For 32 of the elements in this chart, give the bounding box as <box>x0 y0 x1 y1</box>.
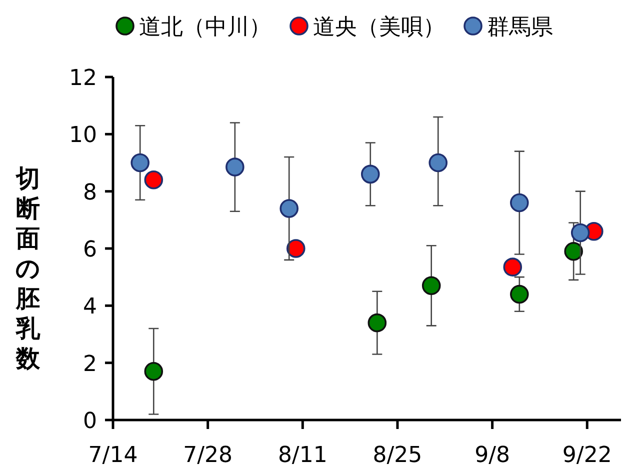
legend-label: 道北（中川） <box>139 15 271 40</box>
point <box>286 239 306 258</box>
ylabel: 切断面の胚乳数 <box>16 164 40 372</box>
point <box>368 313 387 332</box>
x-tick-label: 9/22 <box>562 443 612 468</box>
y-tick-label: 12 <box>69 66 97 91</box>
point <box>510 193 529 212</box>
point <box>280 199 299 218</box>
x-tick-label: 8/11 <box>278 443 328 468</box>
legend-label: 群馬県 <box>487 15 553 40</box>
y-tick-label: 2 <box>83 352 97 377</box>
point <box>510 284 529 304</box>
x-tick-label: 9/8 <box>474 443 510 468</box>
point <box>428 153 448 172</box>
x-tick-label: 8/25 <box>372 443 422 468</box>
point <box>144 362 164 381</box>
y-tick-label: 6 <box>83 238 97 262</box>
point <box>130 153 150 172</box>
legend-label: 道央（美唄） <box>313 15 445 40</box>
point <box>570 223 590 242</box>
y-tick-label: 4 <box>83 294 97 320</box>
x-tick-label: 7/14 <box>88 443 138 468</box>
point <box>144 170 164 190</box>
point <box>226 158 244 176</box>
point <box>360 164 380 184</box>
y-tick-label: 0 <box>83 409 97 434</box>
point <box>564 242 583 261</box>
y-tick-label: 10 <box>69 123 97 148</box>
y-tick-label: 8 <box>83 180 97 206</box>
x-tick-label: 7/28 <box>183 443 233 468</box>
point <box>503 258 522 276</box>
point <box>422 276 441 296</box>
